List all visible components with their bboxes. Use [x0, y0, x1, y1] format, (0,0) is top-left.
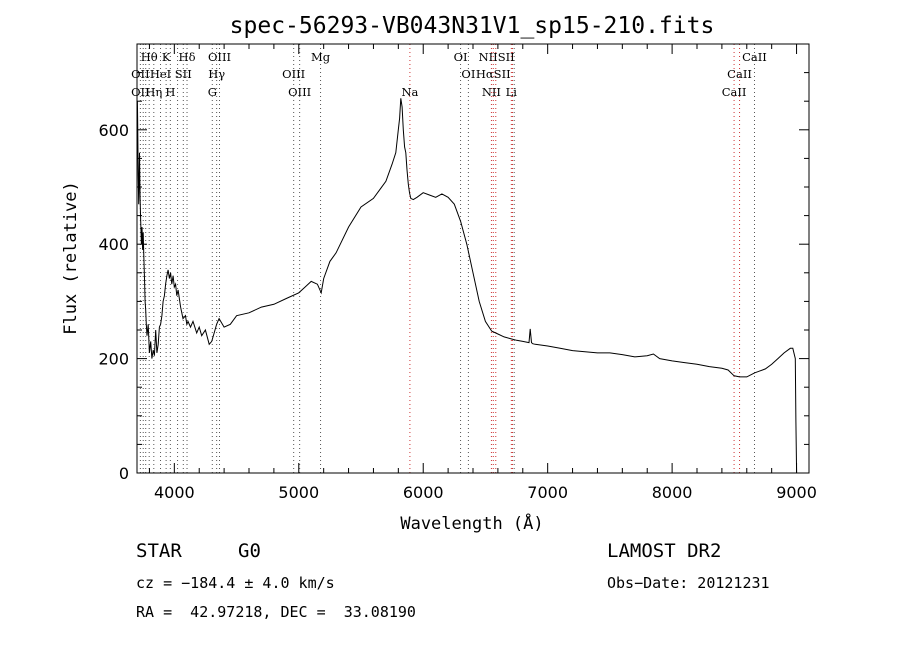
chart-title: spec-56293-VB043N31V1_sp15-210.fits [230, 13, 715, 39]
line-label-2: Hδ [179, 50, 196, 64]
line-label-0: Hθ [141, 50, 158, 64]
line-label-8: OII [131, 67, 150, 81]
x-axis-label: Wavelength (Å) [400, 512, 543, 534]
line-label-15: CaII [727, 67, 752, 81]
line-label-1: K [162, 50, 171, 64]
line-label-11: Hγ [208, 67, 225, 81]
line-label-23: Li [506, 85, 518, 99]
y-tick-label: 0 [119, 464, 129, 483]
x-tick-label: 6000 [403, 483, 444, 502]
line-label-18: H [165, 85, 175, 99]
line-label-4: Mg [311, 50, 331, 64]
plot-frame [136, 43, 810, 474]
observation-date: Obs−Date: 20121231 [607, 574, 770, 592]
redshift-velocity: cz = −184.4 ± 4.0 km/s [136, 574, 335, 592]
line-label-20: OIII [288, 85, 311, 99]
line-label-22: NII [482, 85, 501, 99]
line-label-16: OII [131, 85, 150, 99]
y-tick-label: 200 [98, 350, 129, 369]
line-label-14: HαSII [476, 67, 511, 81]
line-label-5: OI [454, 50, 468, 64]
line-label-9: HeI [150, 67, 171, 81]
spectrum-line [136, 98, 798, 474]
line-label-10: SII [175, 67, 192, 81]
x-tick-label: 8000 [652, 483, 693, 502]
line-label-3: OIII [208, 50, 231, 64]
spectral-line-markers [139, 44, 755, 473]
coordinates: RA = 42.97218, DEC = 33.08190 [136, 603, 416, 621]
line-label-24: CaII [722, 85, 747, 99]
survey-name: LAMOST DR2 [607, 540, 722, 562]
line-label-12: OIII [282, 67, 305, 81]
y-tick-label: 600 [98, 121, 129, 140]
line-label-7: CaII [742, 50, 767, 64]
y-axis-label: Flux (relative) [61, 181, 81, 335]
line-label-21: Na [401, 85, 418, 99]
object-class: STAR [136, 540, 182, 562]
y-tick-label: 400 [98, 235, 129, 254]
spectral-line-labels: Hθ K Hδ OIII Mg OI NIISII CaII OII HeI SII Hγ OIII OI… [131, 50, 767, 99]
axis-ticks: 4000 5000 6000 7000 8000 9000 0 200 400 600 [98, 44, 817, 502]
x-tick-label: 7000 [527, 483, 568, 502]
x-tick-label: 5000 [278, 483, 319, 502]
x-tick-label: 9000 [776, 483, 817, 502]
line-label-6: NIISII [479, 50, 515, 64]
line-label-13: OI [461, 67, 475, 81]
line-label-17: Hη [145, 85, 162, 99]
x-tick-label: 4000 [154, 483, 195, 502]
object-subclass: G0 [238, 540, 261, 562]
line-label-19: G [208, 85, 217, 99]
